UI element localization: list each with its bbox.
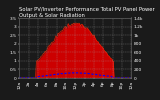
- Text: Solar PV/Inverter Performance Total PV Panel Power Output & Solar Radiation: Solar PV/Inverter Performance Total PV P…: [19, 7, 155, 18]
